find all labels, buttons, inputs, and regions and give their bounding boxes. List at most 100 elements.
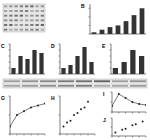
x-tick [45, 134, 46, 136]
blot-band [36, 10, 39, 12]
blot-band [41, 19, 44, 21]
x-tick [146, 112, 147, 114]
bar [122, 62, 127, 74]
panel: E [102, 43, 146, 74]
line [112, 94, 146, 106]
y-axis [60, 44, 61, 74]
blot-band [9, 29, 12, 31]
y-tick [9, 56, 11, 57]
blot-band [112, 85, 128, 87]
x-tick [17, 134, 18, 136]
blot-band [58, 80, 74, 82]
blot-band [94, 85, 110, 87]
x-tick [125, 112, 126, 114]
blot-band [4, 29, 7, 31]
point [66, 122, 68, 124]
blot-band [94, 80, 110, 82]
bar [18, 56, 22, 74]
bar [124, 21, 129, 34]
blot-band [76, 80, 92, 82]
blot-band [4, 24, 7, 26]
y-tick [9, 44, 11, 45]
panel: G [1, 95, 46, 136]
panel-label: J [103, 117, 106, 123]
y-tick [111, 112, 113, 113]
blot-band [15, 29, 18, 31]
panel: C [1, 43, 45, 74]
bar [108, 27, 113, 34]
blot-band [25, 5, 28, 7]
blot-band [41, 15, 44, 17]
plot-area [10, 103, 45, 128]
bar [92, 32, 97, 34]
x-tick [132, 136, 133, 138]
blot-band [130, 85, 146, 87]
blot-band [41, 29, 44, 31]
x-tick [88, 134, 89, 136]
y-tick [9, 115, 11, 116]
y-tick [110, 56, 112, 57]
blot-band [30, 10, 33, 12]
x-tick [81, 134, 82, 136]
point [30, 106, 32, 108]
blot-band [4, 19, 7, 21]
plot-area [114, 121, 143, 134]
blot-band [25, 15, 28, 17]
x-tick [132, 112, 133, 114]
point [87, 101, 89, 103]
point [37, 105, 39, 107]
point [63, 125, 65, 127]
y-tick [89, 8, 91, 9]
y-tick [9, 74, 11, 75]
point [70, 120, 72, 122]
blot-band [22, 85, 38, 87]
point [80, 108, 82, 110]
y-axis [90, 4, 91, 34]
y-tick [9, 62, 11, 63]
panel-label: B [81, 3, 85, 9]
x-tick [112, 136, 113, 138]
x-axis [60, 134, 95, 135]
y-tick [111, 118, 113, 119]
plot-area [61, 47, 93, 74]
y-axis [112, 92, 113, 112]
plot-area [113, 50, 145, 74]
x-tick [10, 134, 11, 136]
blot-band [40, 80, 56, 82]
x-tick [95, 134, 96, 136]
point [114, 131, 116, 133]
y-tick [89, 34, 91, 35]
x-tick [112, 112, 113, 114]
blot-band [25, 10, 28, 12]
point [131, 124, 133, 126]
blot-band [36, 29, 39, 31]
blot-band [15, 10, 18, 12]
point [125, 97, 127, 99]
panel-label: E [102, 43, 106, 49]
panel-label: C [1, 43, 5, 49]
blot-band [25, 29, 28, 31]
x-tick [139, 136, 140, 138]
y-tick [111, 92, 113, 93]
y-tick [89, 25, 91, 26]
blot-frame [3, 4, 45, 32]
point [121, 129, 123, 131]
x-tick [31, 134, 32, 136]
blot-band [30, 19, 33, 21]
point [138, 103, 140, 105]
bar [130, 50, 135, 74]
plot-area [112, 93, 146, 107]
y-tick [111, 136, 113, 137]
blot-band [20, 29, 23, 31]
y-axis [60, 96, 61, 134]
y-tick [59, 50, 61, 51]
panel: B [81, 3, 146, 34]
panel-label: I [103, 91, 105, 97]
y-tick [111, 102, 113, 103]
bar [100, 30, 105, 34]
y-tick [59, 74, 61, 75]
x-tick [125, 136, 126, 138]
blot-band [30, 5, 33, 7]
point [118, 93, 120, 95]
y-axis [111, 44, 112, 74]
